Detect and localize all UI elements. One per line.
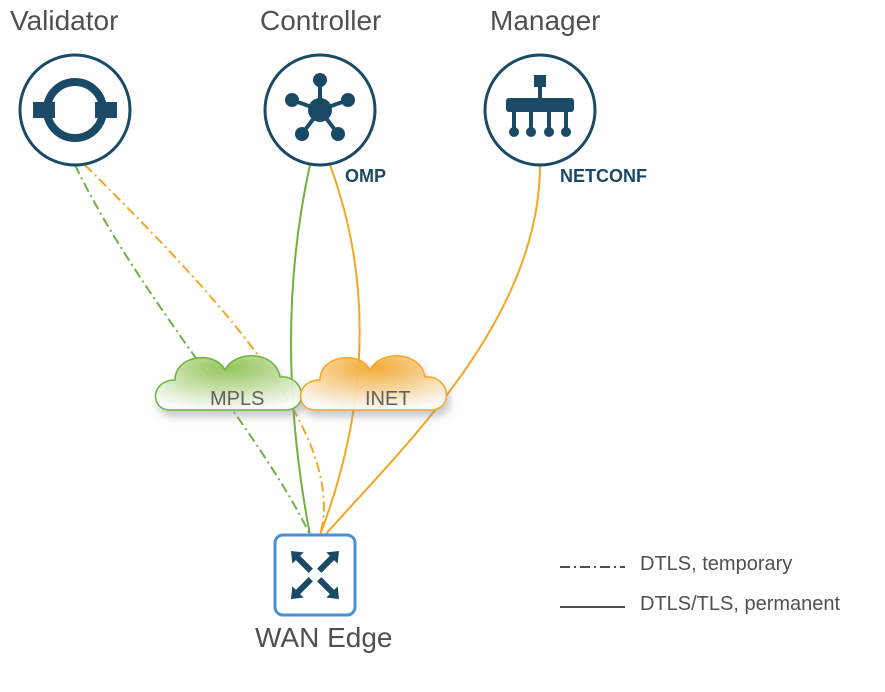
proto-omp: OMP bbox=[345, 166, 386, 187]
conn-validator-mpls bbox=[75, 165, 310, 535]
conn-validator-inet bbox=[85, 165, 324, 535]
node-validator bbox=[20, 55, 130, 165]
legend-label-temporary: DTLS, temporary bbox=[640, 553, 792, 576]
proto-netconf: NETCONF bbox=[560, 166, 647, 187]
node-wan-edge bbox=[275, 535, 355, 615]
label-controller: Controller bbox=[260, 5, 381, 37]
legend-label-permanent: DTLS/TLS, permanent bbox=[640, 593, 840, 616]
node-manager bbox=[485, 55, 595, 165]
node-controller bbox=[265, 55, 375, 165]
diagram-canvas bbox=[0, 0, 885, 692]
label-wan-edge: WAN Edge bbox=[255, 622, 392, 654]
conn-controller-mpls bbox=[291, 165, 310, 535]
conn-controller-inet bbox=[320, 165, 360, 535]
connections-group bbox=[75, 165, 540, 535]
cloud-label-mpls: MPLS bbox=[210, 388, 264, 411]
legend-lines bbox=[560, 567, 625, 607]
label-manager: Manager bbox=[490, 5, 601, 37]
cloud-label-inet: INET bbox=[365, 388, 411, 411]
label-validator: Validator bbox=[10, 5, 118, 37]
conn-manager-inet bbox=[325, 165, 540, 535]
